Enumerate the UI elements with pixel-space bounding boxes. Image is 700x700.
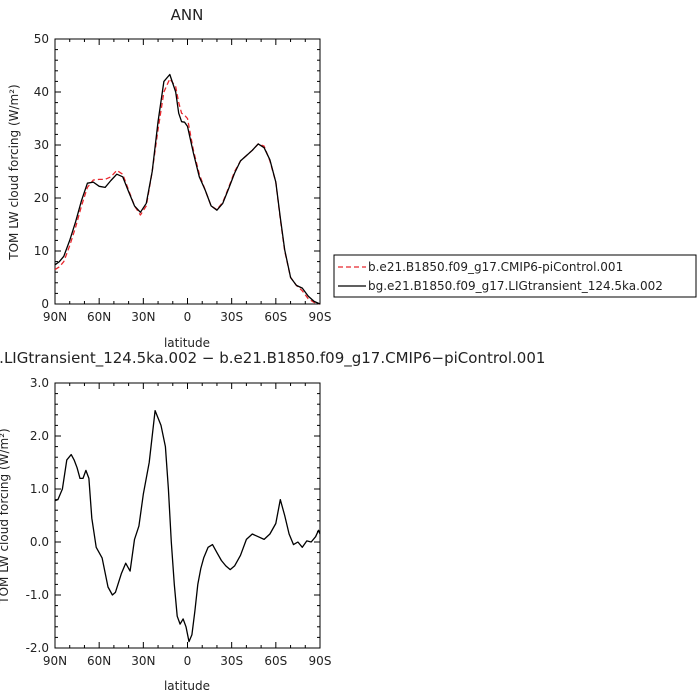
top-y-axis-label: TOM LW cloud forcing (W/m²) [7, 84, 21, 261]
top-x-tick-labels: 90N 60N 30N 0 30S 60S 90S [43, 310, 332, 324]
bottom-panel: bg.e21.B1850.f09_g17.LIGtransient_124.5k… [0, 349, 545, 693]
x-tick-label: 30N [131, 654, 155, 668]
bottom-x-axis-label: latitude [164, 679, 210, 693]
bottom-tick-marks [54, 382, 321, 649]
series-line-1 [54, 73, 321, 305]
x-tick-label: 60S [264, 654, 287, 668]
legend-entry-control: b.e21.B1850.f09_g17.CMIP6-piControl.001 [368, 260, 623, 274]
x-tick-label: 30S [220, 654, 243, 668]
y-tick-label: 10 [34, 244, 49, 258]
y-tick-label: 20 [34, 191, 49, 205]
top-panel-title: ANN [171, 6, 204, 24]
x-tick-label: 0 [184, 310, 192, 324]
top-tick-marks [54, 38, 321, 305]
x-tick-label: 90N [43, 654, 67, 668]
x-tick-label: 60N [87, 654, 111, 668]
series-line-0 [54, 78, 321, 305]
bottom-series-lines [54, 409, 321, 643]
x-tick-label: 90S [309, 310, 332, 324]
bottom-y-tick-labels: -2.0 -1.0 0.0 1.0 2.0 3.0 [26, 376, 49, 655]
y-tick-label: 50 [34, 32, 49, 46]
y-tick-label: 2.0 [30, 429, 49, 443]
top-x-axis-label: latitude [164, 336, 210, 350]
x-tick-label: 30N [131, 310, 155, 324]
y-tick-label: 3.0 [30, 376, 49, 390]
series-line-0 [54, 409, 321, 643]
y-tick-label: 40 [34, 85, 49, 99]
x-tick-label: 0 [184, 654, 192, 668]
bottom-x-tick-labels: 90N 60N 30N 0 30S 60S 90S [43, 654, 332, 668]
top-panel: ANN 90N 60N 30N 0 30S 60S 90S 0 10 20 30 40 50 lati… [7, 6, 331, 350]
y-tick-label: 1.0 [30, 482, 49, 496]
bottom-panel-title: bg.e21.B1850.f09_g17.LIGtransient_124.5k… [0, 349, 545, 368]
x-tick-label: 60S [264, 310, 287, 324]
y-tick-label: 30 [34, 138, 49, 152]
bottom-plot-frame [54, 382, 321, 649]
top-series-lines [54, 73, 321, 305]
x-tick-label: 90S [309, 654, 332, 668]
bottom-y-axis-label: TOM LW cloud forcing (W/m²) [0, 428, 11, 605]
legend: b.e21.B1850.f09_g17.CMIP6-piControl.001 … [333, 254, 697, 298]
y-tick-label: 0.0 [30, 535, 49, 549]
x-tick-label: 90N [43, 310, 67, 324]
y-tick-label: 0 [41, 297, 49, 311]
legend-entry-transient: bg.e21.B1850.f09_g17.LIGtransient_124.5k… [368, 279, 663, 293]
y-tick-label: -2.0 [26, 641, 49, 655]
x-tick-label: 30S [220, 310, 243, 324]
x-tick-label: 60N [87, 310, 111, 324]
top-y-tick-labels: 0 10 20 30 40 50 [34, 32, 49, 311]
legend-box [333, 254, 697, 298]
top-plot-frame [54, 38, 321, 305]
y-tick-label: -1.0 [26, 588, 49, 602]
